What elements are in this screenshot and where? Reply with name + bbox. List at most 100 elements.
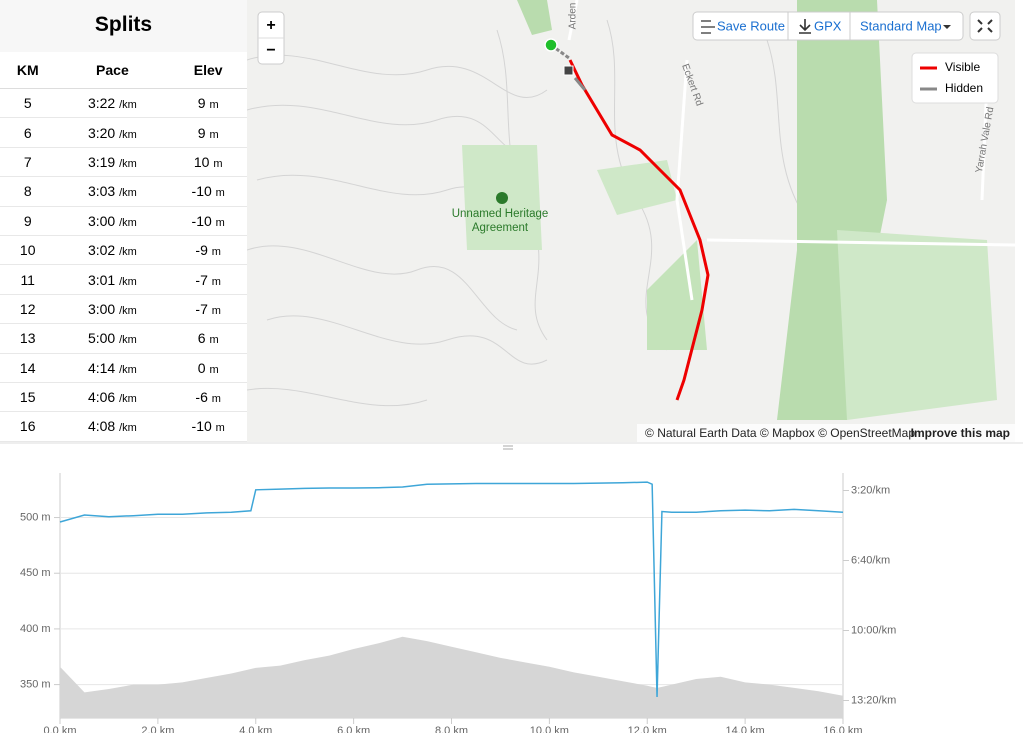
pace-unit: /km [119,422,137,435]
elev-cell: -10 m [169,176,247,207]
pace-unit: /km [119,304,137,317]
pace-value: 5:00 [87,330,116,347]
pace-value: 3:19 [87,153,116,170]
pace-value: 4:06 [87,389,116,406]
km-cell: 11 [0,264,56,295]
improve-map-link[interactable]: Improve this map [911,426,1010,440]
map-style-select[interactable]: Standard Map [860,18,942,33]
pace-value: 3:02 [87,242,116,259]
elev-cell: 0 m [169,353,247,383]
legend-label: Hidden [945,81,983,95]
elev-value: -10 [191,212,212,229]
km-cell: 5 [0,88,56,119]
pace-unit: /km [119,99,137,112]
y-tick-label: 400 m [20,623,51,635]
x-tick-label: 6.0 km [337,725,370,733]
road-label: Arden [568,3,579,30]
elev-value: -7 [195,300,208,317]
elev-value: 6 [197,330,206,347]
elev-unit: m [209,334,219,347]
pace-cell: 4:06 /km [55,382,170,413]
elev-unit: m [215,422,225,435]
elev-unit: m [211,304,221,317]
zoom-in-button[interactable]: + [266,17,275,34]
map: Unnamed Heritage Agreement Arden Eckert … [247,0,1015,442]
split-row: 11 3:01 /km -7 m [0,264,247,295]
elev-unit: m [213,157,223,170]
splits-panel: Splits KM Pace Elev 5 3:22 /km 9 m 6 3:20 /k… [0,0,247,442]
pace-unit: /km [119,187,137,200]
elev-unit: m [209,363,219,376]
elev-value: -6 [195,389,208,406]
elev-value: -7 [195,271,208,288]
legend-label: Visible [945,60,980,74]
zoom-out-button[interactable]: − [266,42,275,59]
elev-cell: -7 m [169,264,247,295]
elev-cell: 6 m [169,323,247,354]
elevation-area [60,636,843,718]
elev-value: 9 [197,95,206,112]
pace-value: 3:22 [87,95,116,112]
split-row: 8 3:03 /km -10 m [0,176,247,207]
pace-cell: 3:02 /km [55,235,170,266]
elev-value: -10 [191,183,212,200]
elev-cell: 10 m [169,147,247,178]
pace-cell: 3:00 /km [55,206,170,236]
pace-cell: 5:00 /km [55,323,170,354]
split-row: 15 4:06 /km -6 m [0,382,247,413]
split-row: 13 5:00 /km 6 m [0,323,247,354]
km-cell: 15 [0,382,56,413]
elev-value: -10 [191,418,212,435]
header-row: KM Pace Elev [0,52,247,89]
save-route-button[interactable]: Save Route [717,18,785,33]
pace-unit: /km [119,128,137,141]
gpx-button[interactable]: GPX [814,18,842,33]
pace-value: 3:20 [87,124,116,141]
pace-cell: 3:00 /km [55,294,170,325]
split-row: 6 3:20 /km 9 m [0,117,247,148]
elev-unit: m [209,128,219,141]
elev-cell: -9 m [169,235,247,266]
km-cell: 7 [0,147,56,178]
elev-value: 10 [193,153,210,170]
pace-unit: /km [119,246,137,259]
km-cell: 16 [0,411,56,442]
x-tick-label: 8.0 km [435,725,468,733]
km-cell: 6 [0,117,56,148]
elev-value: 0 [197,359,206,376]
split-row: 7 3:19 /km 10 m [0,147,247,178]
elev-unit: m [215,187,225,200]
pace-value: 3:01 [87,271,116,288]
elev-unit: m [215,216,225,229]
elev-value: -9 [195,242,208,259]
column-header: KM [0,52,56,89]
split-row: 16 4:08 /km -10 m [0,411,247,442]
elev-cell: -10 m [169,411,247,442]
x-tick-label: 16.0 km [823,725,862,733]
km-cell: 10 [0,235,56,266]
pace-value: 3:00 [87,300,116,317]
splits-title: Splits [0,0,247,52]
y2-tick-label: 10:00/km [851,624,896,636]
pace-cell: 4:14 /km [55,353,170,383]
splits-table: KM Pace Elev 5 3:22 /km 9 m 6 3:20 /km 9 m 7 3:… [0,52,247,442]
elev-unit: m [209,99,219,112]
pace-unit: /km [119,393,137,406]
y-tick-label: 450 m [20,567,51,579]
elev-cell: 9 m [169,117,247,148]
y-tick-label: 350 m [20,678,51,690]
pace-unit: /km [119,216,137,229]
pace-cell: 3:22 /km [55,88,170,119]
pace-cell: 4:08 /km [55,411,170,442]
pace-value: 4:08 [87,418,116,435]
elev-unit: m [211,246,221,259]
km-cell: 14 [0,353,56,383]
x-tick-label: 14.0 km [726,725,765,733]
elev-cell: -6 m [169,382,247,413]
pace-cell: 3:20 /km [55,117,170,148]
pace-unit: /km [119,157,137,170]
split-row: 10 3:02 /km -9 m [0,235,247,266]
x-tick-label: 10.0 km [530,725,569,733]
